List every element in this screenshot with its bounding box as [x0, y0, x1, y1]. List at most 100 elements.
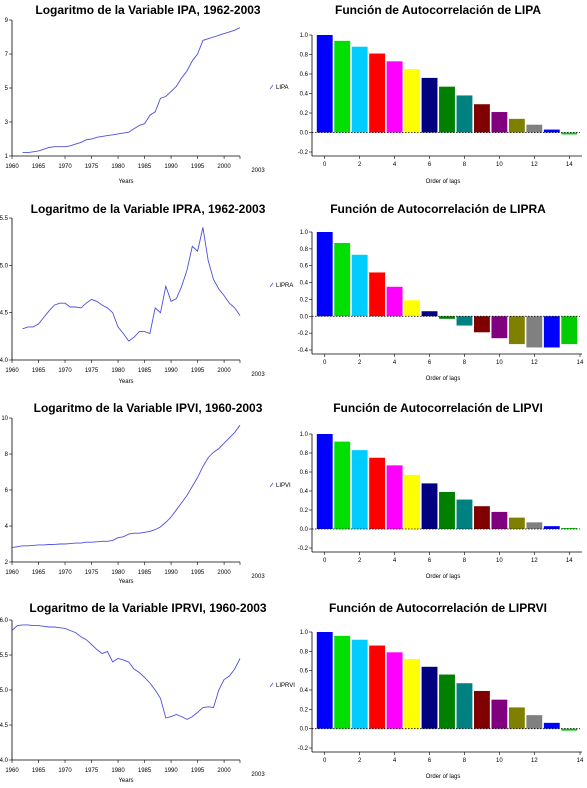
x-tick-label: 0 [323, 162, 327, 168]
x-tick-label: 6 [428, 162, 432, 168]
acf-bar [456, 316, 473, 326]
chart-title: Función de Autocorrelación de LIPVI [333, 401, 543, 415]
x-tick-label: 1995 [191, 768, 205, 774]
chart-4: Función de Autocorrelación de LIPRA -0.4 -… [269, 202, 584, 382]
x-axis-label: Years [118, 778, 133, 784]
x-tick-label: 2003 [251, 372, 265, 378]
y-tick-label: 5.5 [0, 216, 9, 222]
x-tick-label: 10 [496, 162, 503, 168]
y-tick-label: -0.2 [298, 150, 309, 156]
acf-bar [491, 112, 508, 133]
acf-bar [561, 132, 578, 135]
x-axis-label: Years [118, 179, 133, 185]
acf-bar [386, 465, 403, 529]
y-tick-label: 0.6 [300, 669, 309, 675]
y-tick-label: 0.4 [300, 92, 309, 98]
series-line [22, 27, 241, 154]
x-tick-label: 10 [496, 558, 503, 564]
x-tick-label: 1985 [138, 164, 152, 170]
acf-bar [561, 728, 578, 731]
x-tick-label: 1975 [85, 164, 99, 170]
acf-bar [508, 707, 525, 729]
x-tick-label: 8 [463, 758, 467, 764]
legend-label: LIPRVI [276, 683, 295, 689]
x-tick-label: 6 [428, 758, 432, 764]
chart-title: Logaritmo de la Variable IPVI, 1960-2003 [34, 401, 263, 415]
acf-bar [491, 699, 508, 729]
x-tick-label: 10 [496, 758, 503, 764]
acf-bar [334, 242, 351, 317]
x-tick-label: 2003 [251, 168, 265, 174]
y-tick-label: 1.0 [300, 432, 309, 438]
acf-bar [491, 511, 508, 529]
acf-bar [561, 316, 578, 345]
acf-bar [334, 441, 351, 529]
legend-marker [269, 84, 274, 90]
x-tick-label: 2000 [217, 164, 231, 170]
y-tick-label: 4.0 [0, 758, 9, 764]
y-tick-label: 0.0 [300, 314, 309, 320]
acf-bar [439, 316, 455, 319]
x-tick-label: 1985 [138, 570, 152, 576]
chart-title: Logaritmo de la Variable IPRA, 1962-2003 [31, 202, 266, 216]
x-axis-label: Order of lags [426, 376, 461, 382]
acf-bar [351, 254, 368, 317]
acf-bar [543, 526, 560, 529]
y-tick-label: -0.2 [298, 331, 309, 337]
acf-bar [316, 35, 333, 133]
y-tick-label: -0.4 [298, 348, 309, 354]
x-tick-label: 8 [463, 360, 467, 366]
acf-bar [439, 674, 455, 729]
series-line [11, 624, 241, 720]
y-tick-label: 2 [5, 560, 9, 566]
x-tick-label: 14 [577, 758, 584, 764]
acf-bar [386, 286, 403, 317]
y-tick-label: 0.4 [300, 489, 309, 495]
chart-title: Función de Autocorrelación de LIPRVI [329, 601, 547, 615]
acf-bar [491, 316, 508, 339]
x-axis-label: Years [118, 579, 133, 585]
x-tick-label: 1960 [5, 570, 19, 576]
chart-6: Función de Autocorrelación de LIPVI -0.2 0… [269, 401, 582, 580]
x-tick-label: 6 [428, 558, 432, 564]
x-tick-label: 2003 [251, 574, 265, 580]
acf-bar [369, 457, 386, 529]
acf-bar [439, 491, 455, 529]
acf-bar [474, 690, 490, 729]
y-tick-label: 4.0 [0, 358, 9, 364]
acf-bar [421, 77, 438, 133]
y-tick-label: 0.8 [300, 649, 309, 655]
x-tick-label: 2003 [251, 772, 265, 778]
acf-bar [508, 316, 525, 345]
y-tick-label: 0.2 [300, 508, 309, 514]
y-tick-label: 8 [5, 452, 9, 458]
acf-bar [334, 40, 351, 133]
x-tick-label: 8 [463, 558, 467, 564]
x-tick-label: 12 [531, 758, 538, 764]
x-tick-label: 2000 [217, 768, 231, 774]
chart-5: Logaritmo de la Variable IPVI, 1960-2003… [1, 401, 265, 585]
x-tick-label: 12 [531, 558, 538, 564]
chart-title: Logaritmo de la Variable IPRVI, 1960-200… [29, 601, 267, 615]
y-tick-label: 6.0 [0, 618, 9, 624]
legend-marker [269, 682, 274, 688]
acf-bar [421, 666, 438, 729]
x-tick-label: 0 [323, 558, 327, 564]
acf-bar [456, 499, 473, 529]
legend-label: LIPRA [276, 283, 293, 289]
y-tick-label: 0.0 [300, 527, 309, 533]
acf-bar [561, 528, 578, 529]
y-tick-label: 1 [5, 154, 9, 160]
acf-bar [316, 434, 333, 529]
x-tick-label: 1990 [164, 768, 178, 774]
x-tick-label: 1990 [164, 368, 178, 374]
x-tick-label: 0 [323, 360, 327, 366]
x-tick-label: 2 [358, 558, 362, 564]
x-tick-label: 2 [358, 360, 362, 366]
y-tick-label: 0.6 [300, 264, 309, 270]
series-line [11, 424, 241, 549]
y-tick-label: 4.5 [0, 311, 9, 317]
acf-bar [404, 69, 420, 133]
y-tick-label: 0.8 [300, 451, 309, 457]
